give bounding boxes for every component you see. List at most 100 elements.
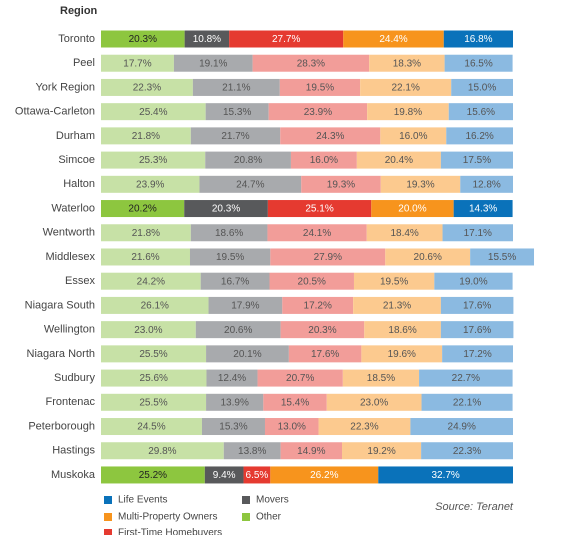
bar-segment xyxy=(101,224,191,242)
category-label: Peel xyxy=(73,57,95,69)
bar-segment xyxy=(343,30,444,48)
category-label: York Region xyxy=(35,81,95,93)
legend-label: Movers xyxy=(256,495,289,506)
value-label: 22.1% xyxy=(453,397,481,408)
value-label: 20.6% xyxy=(414,252,442,263)
value-label: 15.3% xyxy=(219,422,247,433)
value-label: 23.9% xyxy=(136,179,164,190)
bar-segment xyxy=(195,321,281,339)
value-label: 24.9% xyxy=(448,422,476,433)
bar-segment xyxy=(421,393,513,411)
value-label: 22.1% xyxy=(391,83,419,94)
value-label: 18.3% xyxy=(393,58,421,69)
bar-segment xyxy=(380,175,461,193)
value-label: 16.8% xyxy=(464,34,492,45)
bar-segment xyxy=(101,78,193,96)
category-label: Durham xyxy=(56,130,95,142)
bar-segment xyxy=(360,78,452,96)
value-label: 21.1% xyxy=(222,83,250,94)
value-label: 24.4% xyxy=(379,34,407,45)
bar-segment xyxy=(318,418,411,436)
value-label: 19.8% xyxy=(394,107,422,118)
value-label: 23.0% xyxy=(360,397,388,408)
bar-segment xyxy=(208,296,283,314)
category-label: Peterborough xyxy=(28,420,95,432)
category-label: Frontenac xyxy=(45,396,95,408)
bar-segment xyxy=(410,418,513,436)
value-label: 21.8% xyxy=(132,131,160,142)
value-label: 17.2% xyxy=(304,301,332,312)
category-label: Sudbury xyxy=(54,372,95,384)
value-label: 20.3% xyxy=(129,34,157,45)
value-label: 17.7% xyxy=(123,58,151,69)
category-label: Halton xyxy=(63,178,95,190)
bar-segment xyxy=(440,321,514,339)
legend-swatch xyxy=(104,513,112,521)
bar-segment xyxy=(184,30,230,48)
value-label: 22.7% xyxy=(452,373,480,384)
category-label: Simcoe xyxy=(58,154,95,166)
value-label: 27.7% xyxy=(272,34,300,45)
bar-segment xyxy=(269,272,354,290)
legend-label: Life Events xyxy=(118,495,167,506)
bar-segment xyxy=(192,78,280,96)
bar-segment xyxy=(301,175,381,193)
bar-segment xyxy=(460,175,513,193)
bar-segment xyxy=(173,54,253,72)
bar-segment xyxy=(184,200,268,218)
bar-segment xyxy=(434,272,513,290)
value-label: 20.6% xyxy=(224,325,252,336)
value-label: 20.2% xyxy=(128,204,156,215)
bar-segment xyxy=(419,369,513,387)
category-label: Niagara South xyxy=(25,299,95,311)
bar-segment xyxy=(367,103,449,121)
value-label: 6.5% xyxy=(246,470,269,481)
bar-segment xyxy=(280,442,343,460)
legend-swatch xyxy=(242,496,250,504)
value-label: 16.0% xyxy=(399,131,427,142)
value-label: 17.6% xyxy=(311,349,339,360)
bar-segment xyxy=(288,345,362,363)
bar-segment xyxy=(282,296,354,314)
value-label: 26.2% xyxy=(310,470,338,481)
value-label: 23.9% xyxy=(304,107,332,118)
bar-segment xyxy=(444,54,513,72)
bar-segment xyxy=(268,103,368,121)
value-label: 20.3% xyxy=(308,325,336,336)
value-label: 24.2% xyxy=(137,276,165,287)
value-label: 20.8% xyxy=(234,155,262,166)
value-label: 18.4% xyxy=(390,228,418,239)
category-label: Hastings xyxy=(52,445,95,457)
bar-segment xyxy=(446,127,513,145)
bar-segment xyxy=(263,393,327,411)
bar-segment xyxy=(353,296,441,314)
value-label: 25.4% xyxy=(139,107,167,118)
bar-segment xyxy=(442,345,513,363)
bar-segment xyxy=(378,466,513,484)
bar-segment xyxy=(356,151,441,169)
value-label: 17.6% xyxy=(463,301,491,312)
bar-segment xyxy=(443,30,513,48)
bar-segment xyxy=(448,103,513,121)
bar-segment xyxy=(451,78,513,96)
value-label: 22.3% xyxy=(133,83,161,94)
value-label: 12.4% xyxy=(218,373,246,384)
bar-segment xyxy=(361,345,443,363)
bar-segment xyxy=(206,345,289,363)
bar-segment xyxy=(440,296,514,314)
value-label: 28.3% xyxy=(297,58,325,69)
bar-segment xyxy=(342,369,420,387)
bar-segment xyxy=(189,248,271,266)
value-label: 25.3% xyxy=(139,155,167,166)
value-label: 24.1% xyxy=(303,228,331,239)
value-label: 19.6% xyxy=(388,349,416,360)
value-label: 18.5% xyxy=(367,373,395,384)
value-label: 14.3% xyxy=(469,204,497,215)
value-label: 19.3% xyxy=(406,179,434,190)
legend-swatch xyxy=(104,496,112,504)
value-label: 19.1% xyxy=(199,58,227,69)
bar-segment xyxy=(101,127,191,145)
category-label: Waterloo xyxy=(51,202,95,214)
bar-segment xyxy=(190,224,268,242)
bar-segment xyxy=(101,345,207,363)
